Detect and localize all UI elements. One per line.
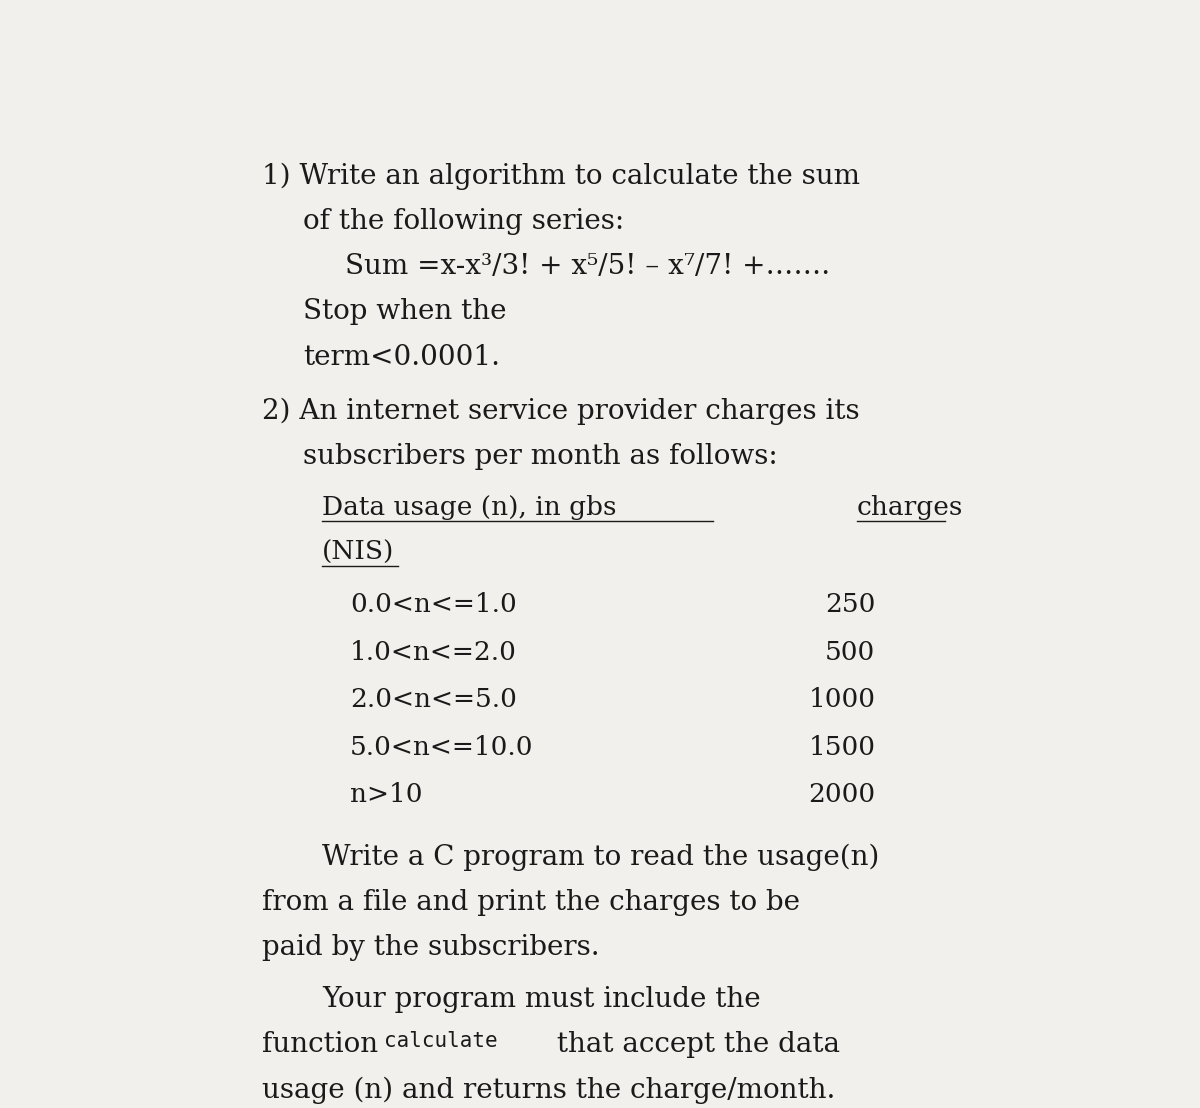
Text: (NIS): (NIS)	[322, 541, 395, 565]
Text: Your program must include the: Your program must include the	[322, 986, 761, 1013]
Text: 2.0<n<=5.0: 2.0<n<=5.0	[350, 687, 517, 712]
Text: term<0.0001.: term<0.0001.	[304, 343, 500, 371]
Text: 1000: 1000	[809, 687, 876, 712]
Text: Stop when the: Stop when the	[304, 298, 506, 326]
Text: calculate: calculate	[384, 1032, 498, 1051]
Text: charges: charges	[857, 495, 964, 520]
Text: Data usage (n), in gbs: Data usage (n), in gbs	[322, 495, 617, 520]
Text: 1.0<n<=2.0: 1.0<n<=2.0	[350, 639, 517, 665]
Text: 500: 500	[826, 639, 876, 665]
Text: that accept the data: that accept the data	[548, 1032, 840, 1058]
Text: 250: 250	[826, 593, 876, 617]
Text: paid by the subscribers.: paid by the subscribers.	[262, 934, 599, 961]
Text: 0.0<n<=1.0: 0.0<n<=1.0	[350, 593, 517, 617]
Text: 2) An internet service provider charges its: 2) An internet service provider charges …	[262, 398, 859, 425]
Text: from a file and print the charges to be: from a file and print the charges to be	[262, 889, 799, 915]
Text: n>10: n>10	[350, 782, 422, 808]
Text: function: function	[262, 1032, 386, 1058]
Text: 1500: 1500	[809, 735, 876, 760]
Text: 5.0<n<=10.0: 5.0<n<=10.0	[350, 735, 534, 760]
Text: Write a C program to read the usage(n): Write a C program to read the usage(n)	[322, 843, 880, 871]
Text: 2000: 2000	[809, 782, 876, 808]
Text: subscribers per month as follows:: subscribers per month as follows:	[304, 443, 779, 470]
Text: usage (n) and returns the charge/month.: usage (n) and returns the charge/month.	[262, 1076, 835, 1104]
Text: 1) Write an algorithm to calculate the sum: 1) Write an algorithm to calculate the s…	[262, 163, 859, 191]
Text: Sum =x-x³/3! + x⁵/5! – x⁷/7! +…….: Sum =x-x³/3! + x⁵/5! – x⁷/7! +…….	[346, 254, 830, 280]
Text: of the following series:: of the following series:	[304, 208, 625, 235]
